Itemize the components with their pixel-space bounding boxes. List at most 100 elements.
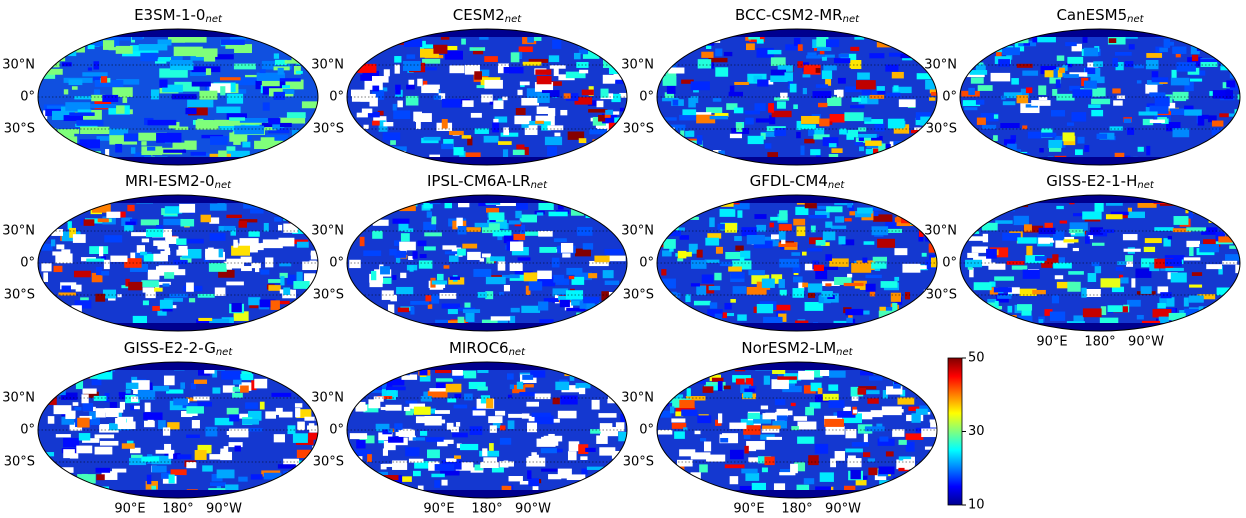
map-cell <box>756 224 767 232</box>
map-cell <box>776 101 786 109</box>
map-cell <box>499 425 506 431</box>
map-cell <box>312 138 317 143</box>
map-cell <box>379 492 393 498</box>
map-cell <box>1071 43 1083 52</box>
map-cell <box>597 327 612 331</box>
map-cell <box>447 309 458 315</box>
map-cell <box>378 487 391 495</box>
map-cell <box>164 206 183 214</box>
map-cell <box>408 435 416 441</box>
map-cell <box>850 60 862 70</box>
map-cell <box>311 198 318 204</box>
map-cell <box>779 289 787 296</box>
map-cell <box>474 222 489 228</box>
map-cell <box>1236 162 1240 165</box>
map-cell <box>850 46 860 52</box>
map-cell <box>250 209 264 214</box>
map-cell <box>735 245 744 251</box>
map-cell <box>468 381 486 390</box>
map-cell <box>1084 145 1090 153</box>
map-cell <box>859 490 866 497</box>
map-cell <box>585 447 596 452</box>
map-cell <box>234 77 259 86</box>
map-cell <box>978 327 984 331</box>
map-cell <box>1105 214 1123 220</box>
map-cell <box>356 439 366 449</box>
map-cell <box>58 292 76 296</box>
map-cell <box>803 478 815 485</box>
map-cell <box>490 256 505 262</box>
map-cell <box>604 112 611 118</box>
map-cell <box>996 148 1007 152</box>
panel-title: E3SM-1-0net <box>134 6 223 26</box>
map-cell <box>205 251 226 260</box>
map-cell <box>798 370 815 380</box>
map-cell <box>607 30 624 40</box>
map-cell <box>712 98 722 102</box>
map-cell <box>1226 80 1236 88</box>
map-cell <box>808 127 825 136</box>
map-cell <box>431 280 448 285</box>
lat-label: 0° <box>20 256 35 271</box>
map-cell <box>808 214 827 219</box>
map-cell <box>777 65 793 72</box>
map-cell <box>438 93 446 100</box>
map-cell <box>843 406 851 415</box>
map-cell <box>86 151 101 157</box>
map-cell <box>383 69 390 77</box>
map-cell <box>496 200 516 207</box>
map-cell <box>685 294 691 303</box>
map-cell <box>833 58 851 64</box>
map-cell <box>553 238 567 243</box>
map-cell <box>905 441 915 452</box>
map-cell <box>1069 85 1080 91</box>
lat-label: 0° <box>329 423 344 438</box>
map-cell <box>164 247 171 254</box>
map-cell <box>864 117 872 122</box>
map-cell <box>743 432 751 439</box>
map-cell <box>352 388 363 392</box>
map-cell <box>141 280 159 288</box>
map-cell <box>268 128 290 134</box>
map-cell <box>817 54 835 58</box>
map-cell <box>567 131 585 140</box>
map-cell <box>203 258 209 262</box>
map-cell <box>413 491 420 498</box>
map-cell <box>393 110 411 120</box>
lon-label: 180° <box>162 502 193 517</box>
map-cell <box>396 322 409 327</box>
map-cell <box>921 31 937 38</box>
map-cell <box>506 373 514 380</box>
map-cell <box>383 475 399 481</box>
polar-band <box>347 157 627 165</box>
map-cell <box>869 53 885 59</box>
map-cell <box>392 103 397 111</box>
map-cell <box>382 429 392 435</box>
map-cell <box>583 297 600 304</box>
map-cell <box>709 217 715 228</box>
map-cell <box>190 151 206 156</box>
map-cell <box>535 69 552 75</box>
map-cell <box>408 256 414 260</box>
map-cell <box>774 128 787 137</box>
map-cell <box>251 380 257 391</box>
map-cell <box>100 76 108 83</box>
map-cell <box>615 484 624 494</box>
map-cell <box>668 67 685 74</box>
map-cell <box>919 377 935 386</box>
map-cell <box>308 423 315 427</box>
map-cell <box>55 314 62 323</box>
map-cell <box>218 269 235 278</box>
map-cell <box>780 92 788 100</box>
map-cell <box>571 276 585 285</box>
map-cell <box>510 241 524 252</box>
map-cell <box>524 384 534 388</box>
map-cell <box>206 54 234 60</box>
map-cell <box>921 468 936 475</box>
map-cell <box>131 454 143 459</box>
map-cell <box>42 197 48 206</box>
map-cell <box>1016 95 1029 104</box>
map-cell <box>897 487 906 496</box>
map-cell <box>578 368 593 375</box>
map-cell <box>134 152 152 159</box>
